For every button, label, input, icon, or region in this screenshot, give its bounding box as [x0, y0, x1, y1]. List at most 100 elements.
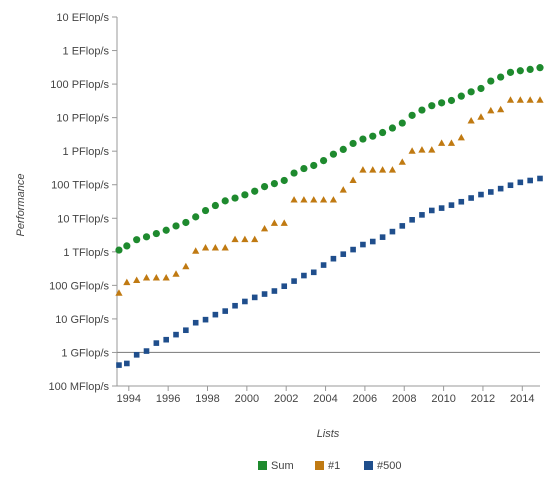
sum-point [467, 88, 475, 96]
legend-item-sum[interactable]: Sum [258, 460, 294, 472]
rank500-point [232, 302, 238, 309]
top1-point [506, 96, 515, 103]
top1-point [211, 243, 219, 251]
legend-label: #500 [377, 460, 401, 472]
x-tick-label: 2010 [431, 393, 455, 405]
top1-point [300, 196, 308, 203]
legend-swatch [364, 461, 373, 470]
sum-point [251, 187, 259, 195]
top1-point [152, 274, 160, 281]
rank500-point [133, 352, 140, 358]
sum-point [300, 164, 308, 173]
legend-swatch [258, 461, 267, 470]
top1-point [251, 235, 259, 243]
top1-point [398, 158, 406, 165]
x-tick-label: 1998 [195, 393, 219, 405]
rank500-point [291, 278, 297, 284]
top1-point [516, 96, 524, 103]
series-sum [115, 64, 544, 254]
sum-point [398, 119, 406, 127]
rank500-point [212, 311, 219, 318]
top1-point [497, 105, 505, 113]
legend-swatch [315, 461, 324, 470]
x-tick-label: 1994 [117, 393, 141, 405]
rank500-point [153, 340, 160, 346]
rank500-point [438, 205, 445, 211]
x-tick-label: 2008 [392, 393, 416, 405]
top1-point [280, 219, 288, 226]
sum-point [349, 139, 357, 148]
top1-point [467, 116, 475, 124]
sum-point [438, 99, 446, 107]
rank500-point [202, 316, 209, 323]
sum-point [379, 128, 387, 137]
top1-point [133, 276, 141, 284]
sum-point [310, 161, 318, 170]
top1-point [241, 235, 249, 243]
top1-point [428, 146, 436, 153]
y-tick-label: 10 EFlop/s [56, 12, 109, 24]
sum-point [123, 242, 131, 250]
x-tick-label: 2014 [510, 393, 534, 405]
sum-point [359, 135, 367, 143]
rank500-point [399, 223, 406, 229]
sum-point [162, 226, 170, 234]
x-tick-label: 2000 [235, 393, 259, 405]
rank500-point [222, 308, 229, 314]
y-tick-label: 1 EFlop/s [63, 46, 110, 58]
series-500 [116, 175, 543, 368]
rank500-point [124, 360, 130, 367]
y-axis-title: Performance [15, 174, 27, 237]
y-tick-label: 10 PFlop/s [56, 113, 109, 125]
y-tick-label: 10 TFlop/s [57, 213, 109, 225]
rank500-point [537, 175, 543, 182]
rank500-point [488, 189, 494, 195]
top1-point [447, 139, 456, 146]
sum-point [487, 77, 495, 85]
sum-point [536, 64, 544, 72]
sum-point [133, 236, 141, 244]
rank500-point [517, 179, 524, 186]
x-tick-label: 2006 [353, 393, 377, 405]
rank500-point [497, 185, 504, 192]
sum-point [339, 145, 347, 154]
rank500-point [478, 191, 484, 198]
sum-point [428, 102, 436, 110]
rank500-point [163, 336, 169, 343]
x-tick-label: 2012 [471, 393, 495, 405]
rank500-point [242, 298, 248, 305]
top1-point [457, 133, 465, 141]
rank500-point [350, 246, 356, 253]
rank500-point [379, 234, 386, 240]
rank500-point [320, 262, 327, 268]
y-tick-label: 10 GFlop/s [55, 314, 109, 326]
sum-point [418, 106, 426, 114]
rank500-point [281, 283, 288, 290]
rank500-point [183, 327, 189, 334]
sum-point [408, 111, 416, 119]
sum-point [142, 233, 151, 241]
legend-item-top1[interactable]: #1 [315, 460, 340, 472]
top1-point [192, 247, 200, 254]
rank500-point [116, 362, 122, 368]
y-tick-label: 1 TFlop/s [63, 247, 109, 259]
top1-point [438, 139, 446, 146]
x-axis-title: Lists [317, 428, 340, 440]
sum-point [182, 218, 190, 227]
sum-point [457, 92, 465, 100]
top1-point [172, 270, 180, 277]
y-tick-label: 100 TFlop/s [51, 180, 109, 192]
top1-point [162, 274, 170, 281]
sum-point [290, 169, 298, 177]
rank500-point [261, 291, 268, 297]
top1-point [477, 113, 485, 120]
x-tick-label: 1996 [156, 393, 180, 405]
sum-point [497, 73, 505, 81]
rank500-point [360, 241, 366, 248]
sum-point [477, 84, 485, 93]
rank500-point [301, 272, 307, 279]
top1-point [408, 147, 416, 154]
sum-point [231, 194, 239, 202]
legend-item-500[interactable]: #500 [364, 460, 401, 472]
y-axis-ticks: 100 MFlop/s 1 GFlop/s 10 GFlop/s 100 GFlop/… [48, 12, 117, 393]
